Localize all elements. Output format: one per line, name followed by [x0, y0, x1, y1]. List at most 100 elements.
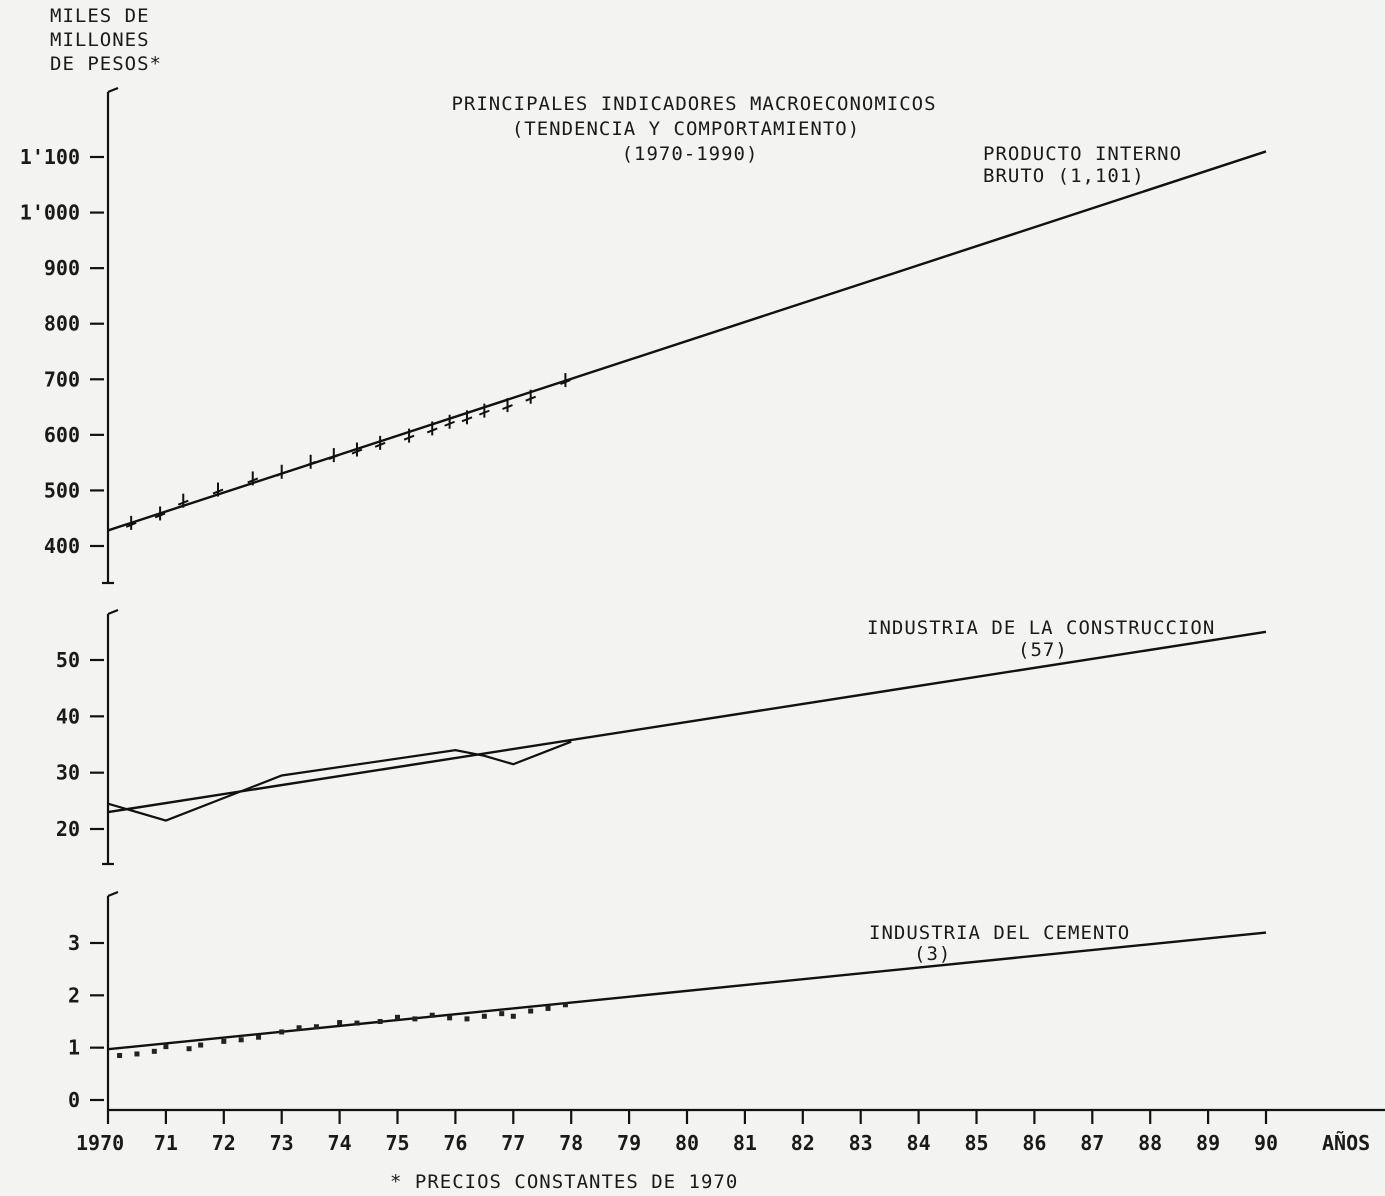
cement-data-point: [238, 1037, 244, 1043]
cement-y-tick-label: 3: [68, 931, 80, 955]
cement-data-point: [337, 1020, 343, 1026]
x-axis-ticks: 1970 71 72 73 74 75 76 77 78 79 80 81 82 83 84 85 86 87 88…: [76, 1110, 1278, 1155]
cement-y-tick-label: 2: [68, 983, 80, 1007]
construction-y-tick-label: 40: [56, 704, 80, 728]
pib-data-point: [525, 389, 537, 404]
x-tick-label: 71: [154, 1131, 178, 1155]
cement-label-line-2: (3): [914, 943, 951, 965]
title-line-1: PRINCIPALES INDICADORES MACROECONOMICOS: [451, 93, 936, 115]
cement-data-point: [256, 1034, 262, 1040]
pib-data-point: [177, 493, 189, 508]
x-tick-label: 80: [675, 1131, 699, 1155]
cement-data-point: [151, 1048, 157, 1054]
pib-y-tick-label: 1'100: [20, 145, 80, 169]
x-tick-label: 81: [733, 1131, 757, 1155]
cement-panel: 0 1 2 3: [68, 890, 1267, 1112]
pib-y-tick-label: 700: [44, 367, 80, 391]
x-tick-label: 79: [617, 1131, 641, 1155]
construction-observed-line: [107, 740, 572, 822]
pib-data-point: [328, 448, 340, 463]
title-line-2: (TENDENCIA Y COMPORTAMIENTO): [512, 118, 860, 140]
pib-y-tick-label: 400: [44, 534, 80, 558]
cement-data-point: [163, 1044, 169, 1050]
x-tick-label: 86: [1022, 1131, 1046, 1155]
pib-data-point: [560, 373, 571, 388]
cement-data-point: [412, 1016, 418, 1022]
x-tick-label: 84: [907, 1131, 931, 1155]
cement-data-point: [313, 1024, 319, 1030]
pib-data-point: [276, 464, 288, 479]
cement-data-point: [186, 1046, 192, 1052]
cement-data-point: [499, 1011, 505, 1017]
x-tick-label: 85: [964, 1131, 988, 1155]
construction-panel: 20 30 40 50: [56, 608, 1267, 866]
construction-y-tick-label: 30: [56, 761, 80, 785]
title-line-3: (1970-1990): [622, 143, 759, 165]
cement-data-point: [221, 1038, 227, 1044]
pib-y-axis-top: [107, 86, 119, 94]
cement-data-point: [429, 1012, 435, 1018]
construction-y-tick-label: 20: [56, 817, 80, 841]
x-tick-label: 88: [1138, 1131, 1162, 1155]
construction-y-tick-label: 50: [56, 648, 80, 672]
cement-data-point: [510, 1013, 516, 1019]
cement-data-point: [296, 1025, 302, 1031]
cement-data-point: [562, 1002, 568, 1008]
pib-data-point: [305, 454, 317, 469]
cement-y-tick-label: 1: [68, 1036, 80, 1060]
cement-label-line-1: INDUSTRIA DEL CEMENTO: [869, 922, 1130, 944]
pib-y-tick-label: 600: [44, 423, 80, 447]
x-tick-label: 76: [443, 1131, 467, 1155]
x-tick-label: 83: [849, 1131, 873, 1155]
cement-data-point: [134, 1051, 140, 1057]
x-tick-label: 90: [1254, 1131, 1278, 1155]
pib-panel: 400 500 600 700 800 900 1'000 1'100: [20, 86, 1267, 585]
pib-data-point: [374, 435, 386, 450]
construction-label-line-1: INDUSTRIA DE LA CONSTRUCCION: [867, 617, 1215, 639]
pib-data-point: [212, 482, 224, 497]
pib-label-line-1: PRODUCTO INTERNO: [983, 143, 1182, 165]
pib-data-point: [154, 506, 166, 521]
cement-y-axis-top: [107, 890, 119, 898]
x-tick-label: 72: [212, 1131, 236, 1155]
cement-data-point: [198, 1042, 204, 1048]
pib-data-point: [502, 398, 513, 413]
pib-data-point: [426, 421, 438, 436]
pib-y-tick-label: 900: [44, 256, 80, 280]
cement-data-point: [395, 1014, 400, 1020]
x-tick-label: 75: [385, 1131, 409, 1155]
cement-data-point: [545, 1005, 551, 1011]
construction-y-axis-top: [107, 608, 119, 616]
unit-label-line-1: MILES DE: [50, 5, 150, 27]
x-tick-label: 82: [791, 1131, 815, 1155]
construction-trend-line: [107, 630, 1267, 814]
pib-data-point: [351, 442, 363, 457]
pib-y-tick-label: 500: [44, 478, 80, 502]
pib-data-point: [478, 403, 490, 418]
pib-data-point: [247, 471, 259, 486]
cement-data-point: [528, 1008, 534, 1014]
cement-data-point: [354, 1020, 360, 1026]
cement-data-point: [447, 1015, 453, 1021]
pib-data-point: [461, 410, 473, 425]
cement-data-point: [279, 1029, 285, 1035]
x-tick-label: 1970: [76, 1131, 124, 1155]
unit-label-line-3: DE PESOS*: [50, 53, 162, 75]
cement-data-point: [117, 1053, 123, 1059]
unit-label-line-2: MILLONES: [50, 29, 150, 51]
x-tick-label: 77: [501, 1131, 525, 1155]
pib-label-line-2: BRUTO (1,101): [983, 165, 1145, 187]
cement-data-point: [377, 1019, 383, 1024]
pib-trend-line: [107, 150, 1267, 532]
construction-label-line-2: (57): [1018, 639, 1068, 661]
x-tick-label: 87: [1080, 1131, 1104, 1155]
pib-data-point: [125, 515, 137, 530]
footnote: * PRECIOS CONSTANTES DE 1970: [390, 1171, 738, 1193]
x-tick-label: 78: [559, 1131, 583, 1155]
pib-data-point: [444, 414, 455, 429]
cement-data-point: [464, 1016, 470, 1022]
pib-y-tick-label: 800: [44, 312, 80, 336]
cement-data-point: [481, 1013, 487, 1019]
x-tick-label: 74: [328, 1131, 352, 1155]
